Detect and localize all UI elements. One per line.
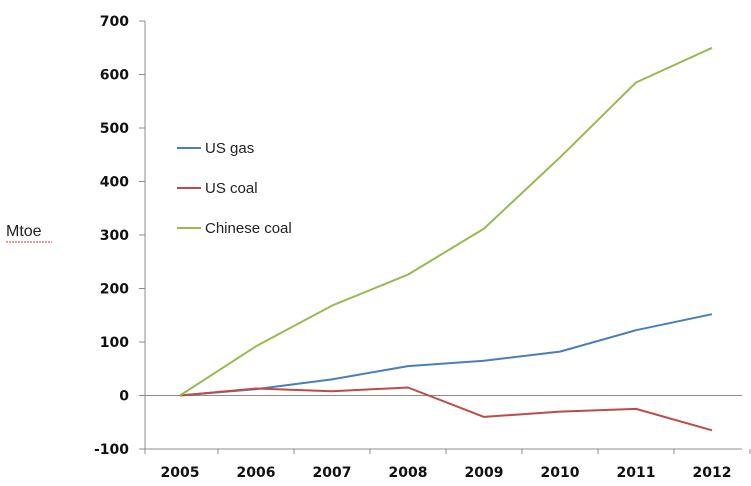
x-tick-label: 2006 (237, 465, 276, 481)
x-tick-label: 2007 (313, 465, 352, 481)
x-tick-label: 2012 (693, 465, 732, 481)
y-tick-label: 100 (100, 335, 129, 351)
series-line-us-gas (179, 313, 713, 397)
series-line-us-coal (179, 386, 713, 432)
series-line-chinese-coal (179, 46, 713, 397)
y-tick-label: 400 (100, 175, 129, 191)
y-tick-label: 700 (100, 14, 129, 30)
y-tick-label: -100 (94, 442, 129, 458)
x-tick-label: 2005 (161, 465, 200, 481)
y-tick-label: 300 (100, 228, 129, 244)
legend: US gas US coal Chinese coal (177, 140, 292, 237)
series-lines (179, 46, 713, 432)
y-tick-label: 200 (100, 282, 129, 298)
y-tick-label: 600 (100, 68, 129, 84)
legend-label: US coal (205, 180, 258, 197)
x-tick-label: 2010 (541, 465, 580, 481)
x-axis: 2005 2006 2007 2008 2009 2010 2011 2012 (144, 395, 751, 481)
y-tick-label: 0 (119, 389, 129, 405)
y-axis-label: Mtoe (6, 223, 42, 240)
x-tick-label: 2011 (617, 465, 656, 481)
legend-label: US gas (205, 140, 254, 157)
x-tick-label: 2009 (465, 465, 504, 481)
y-axis: 700 600 500 400 300 200 100 0 -100 (94, 14, 146, 458)
legend-label: Chinese coal (205, 220, 292, 237)
y-tick-label: 500 (100, 121, 129, 137)
x-tick-label: 2008 (389, 465, 428, 481)
